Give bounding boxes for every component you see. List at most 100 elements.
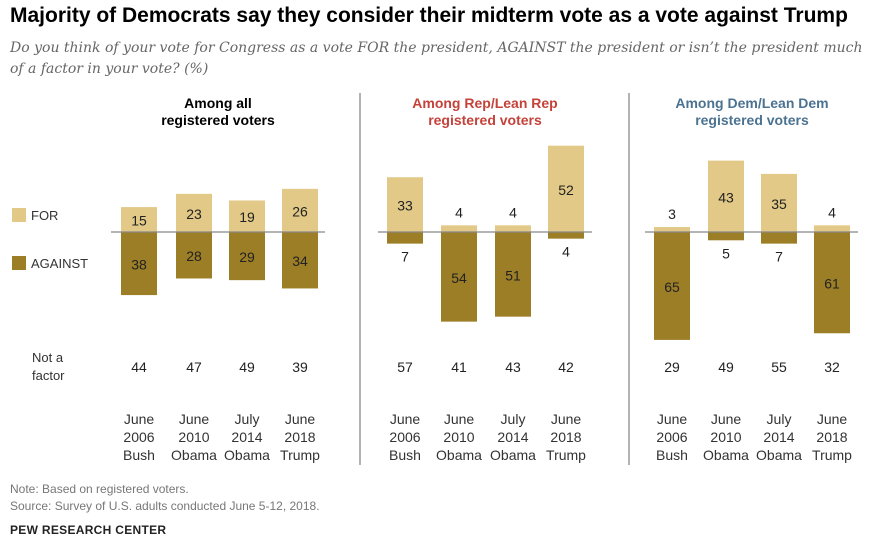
data-label-against: 54 <box>451 270 467 286</box>
bar-against <box>708 232 744 241</box>
bar-against <box>441 232 477 322</box>
x-tick-label: 2010 <box>710 429 741 445</box>
data-label-not-a-factor: 41 <box>451 359 467 375</box>
data-label-for: 23 <box>186 206 202 222</box>
bar-against <box>229 232 265 281</box>
x-tick-label: June <box>444 411 475 427</box>
bar-for <box>121 207 157 232</box>
legend-label-for: FOR <box>31 208 58 223</box>
chart-subtitle: Do you think of your vote for Congress a… <box>10 40 863 77</box>
x-tick-label: Obama <box>490 447 536 463</box>
x-tick-label: Bush <box>656 447 688 463</box>
bar-for <box>761 173 797 232</box>
data-label-not-a-factor: 42 <box>558 359 574 375</box>
x-tick-label: Obama <box>436 447 482 463</box>
data-label-not-a-factor: 43 <box>505 359 521 375</box>
brand-logo: PEW RESEARCH CENTER <box>10 523 167 537</box>
bar-against <box>814 232 850 334</box>
data-label-for: 43 <box>718 189 734 205</box>
bar-for <box>814 225 850 232</box>
bar-for <box>548 145 584 232</box>
panel-title: registered voters <box>428 112 542 128</box>
bar-for <box>441 225 477 232</box>
panel-title: Among all <box>184 95 252 111</box>
data-label-against: 29 <box>239 249 255 265</box>
x-tick-label: Bush <box>123 447 155 463</box>
x-tick-label: June <box>124 411 155 427</box>
bar-against <box>282 232 318 289</box>
data-label-for: 35 <box>771 196 787 212</box>
data-label-for: 33 <box>397 198 413 214</box>
panel-title: Among Rep/Lean Rep <box>412 95 557 111</box>
x-tick-label: Trump <box>546 447 586 463</box>
x-tick-label: 2010 <box>443 429 474 445</box>
x-tick-label: June <box>551 411 582 427</box>
panel-title: Among Dem/Lean Dem <box>675 95 828 111</box>
x-tick-label: Obama <box>756 447 802 463</box>
bar-for <box>387 177 423 232</box>
bar-against <box>495 232 531 317</box>
data-label-for: 15 <box>131 213 147 229</box>
x-tick-label: Obama <box>224 447 270 463</box>
data-label-not-a-factor: 49 <box>239 359 255 375</box>
x-tick-label: Bush <box>389 447 421 463</box>
note: Note: Based on registered voters. <box>10 482 189 496</box>
x-tick-label: June <box>817 411 848 427</box>
data-label-for: 4 <box>828 204 836 220</box>
not-a-factor-label: factor <box>32 368 65 383</box>
panel-title: registered voters <box>695 112 809 128</box>
data-label-against: 4 <box>562 244 570 260</box>
chart-title: Majority of Democrats say they consider … <box>10 4 848 27</box>
bar-for <box>282 188 318 232</box>
data-label-for: 4 <box>509 204 517 220</box>
data-label-not-a-factor: 44 <box>131 359 147 375</box>
bar-against <box>548 232 584 239</box>
data-label-against: 7 <box>775 249 783 265</box>
data-label-not-a-factor: 57 <box>397 359 413 375</box>
data-label-against: 65 <box>664 279 680 295</box>
legend-label-against: AGAINST <box>31 256 88 271</box>
panel-title: registered voters <box>161 112 275 128</box>
data-label-not-a-factor: 47 <box>186 359 202 375</box>
bar-against <box>387 232 423 244</box>
data-label-not-a-factor: 39 <box>292 359 308 375</box>
data-label-for: 19 <box>239 209 255 225</box>
x-tick-label: 2014 <box>763 429 794 445</box>
x-tick-label: July <box>501 411 526 427</box>
x-tick-label: Obama <box>703 447 749 463</box>
data-label-not-a-factor: 32 <box>824 359 840 375</box>
data-label-against: 61 <box>824 276 840 292</box>
x-tick-label: July <box>235 411 260 427</box>
legend-swatch-against <box>12 256 26 270</box>
bar-against <box>121 232 157 296</box>
x-tick-label: June <box>711 411 742 427</box>
bar-for <box>708 160 744 232</box>
x-tick-label: June <box>657 411 688 427</box>
bar-against <box>654 232 690 340</box>
bar-for <box>176 193 212 232</box>
data-label-against: 5 <box>722 245 730 261</box>
data-label-for: 26 <box>292 203 308 219</box>
x-tick-label: 2014 <box>231 429 262 445</box>
x-tick-label: 2018 <box>550 429 581 445</box>
data-label-against: 28 <box>186 248 202 264</box>
bar-for <box>654 227 690 232</box>
data-label-for: 4 <box>455 204 463 220</box>
data-label-not-a-factor: 29 <box>664 359 680 375</box>
data-label-against: 38 <box>131 257 147 273</box>
x-tick-label: June <box>390 411 421 427</box>
data-label-against: 34 <box>292 253 308 269</box>
x-tick-label: Trump <box>812 447 852 463</box>
data-label-not-a-factor: 55 <box>771 359 787 375</box>
bar-against <box>761 232 797 244</box>
x-tick-label: 2006 <box>656 429 687 445</box>
legend-swatch-for <box>12 208 26 222</box>
x-tick-label: 2010 <box>178 429 209 445</box>
bar-for <box>495 225 531 232</box>
x-tick-label: Obama <box>171 447 217 463</box>
x-tick-label: 2018 <box>816 429 847 445</box>
x-tick-label: July <box>767 411 792 427</box>
x-tick-label: 2014 <box>497 429 528 445</box>
bar-against <box>176 232 212 279</box>
data-label-not-a-factor: 49 <box>718 359 734 375</box>
